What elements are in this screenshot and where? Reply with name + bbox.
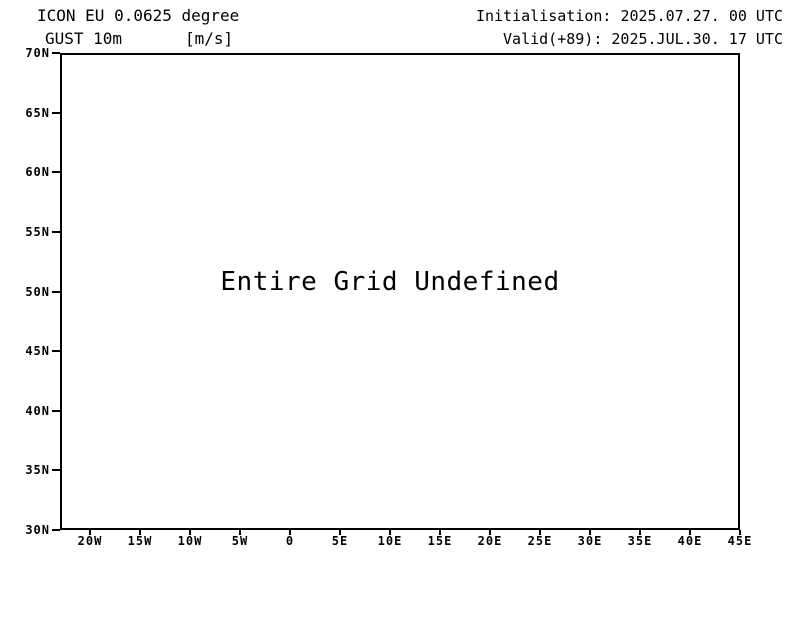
x-axis-tick-label: 40E: [677, 534, 703, 548]
x-axis-tick-label: 20W: [77, 534, 103, 548]
x-axis-tick: [389, 530, 391, 535]
y-axis-tick-label: 40N: [25, 403, 50, 418]
x-axis-tick: [589, 530, 591, 535]
map-plot-area: [60, 53, 740, 530]
x-axis-tick-label: 0: [285, 534, 295, 548]
x-axis-tick: [89, 530, 91, 535]
x-axis-tick: [539, 530, 541, 535]
grid-undefined-message: Entire Grid Undefined: [220, 267, 560, 297]
x-axis-tick-label: 25E: [527, 534, 553, 548]
y-axis-tick: [52, 469, 60, 472]
x-axis-tick: [689, 530, 691, 535]
x-axis-tick: [139, 530, 141, 535]
initialisation-time: Initialisation: 2025.07.27. 00 UTC: [475, 7, 783, 25]
x-axis-tick-label: 15E: [427, 534, 453, 548]
y-axis-tick: [52, 171, 60, 174]
variable-title: GUST 10m: [45, 29, 123, 48]
y-axis-tick-label: 35N: [25, 463, 50, 478]
x-axis-tick: [189, 530, 191, 535]
y-axis-tick-label: 45N: [25, 344, 50, 359]
x-axis-tick: [739, 530, 741, 535]
y-axis-tick: [52, 230, 60, 233]
model-title: ICON EU 0.0625 degree: [37, 6, 240, 25]
y-axis-tick-label: 65N: [25, 105, 50, 120]
y-axis-tick-label: 30N: [25, 523, 50, 537]
y-axis-tick-label: 70N: [25, 46, 50, 60]
y-axis-tick-label: 50N: [25, 284, 50, 299]
y-axis-tick-label: 55N: [25, 224, 50, 239]
valid-time: Valid(+89): 2025.JUL.30. 17 UTC: [503, 30, 783, 48]
x-axis-tick: [489, 530, 491, 535]
x-axis-tick: [339, 530, 341, 535]
y-axis-tick: [52, 350, 60, 353]
x-axis-tick-label: 10E: [377, 534, 403, 548]
x-axis-tick: [639, 530, 641, 535]
x-axis-tick-label: 10W: [177, 534, 203, 548]
y-axis-tick: [52, 529, 60, 531]
x-axis-tick: [439, 530, 441, 535]
y-axis-tick: [52, 52, 60, 54]
x-axis-tick-label: 5W: [231, 534, 249, 548]
x-axis-tick-label: 35E: [627, 534, 653, 548]
y-axis-tick-label: 60N: [25, 165, 50, 180]
x-axis-tick-label: 15W: [127, 534, 153, 548]
x-axis-tick: [239, 530, 241, 535]
units-label: [m/s]: [185, 29, 234, 48]
x-axis-tick-label: 5E: [331, 534, 349, 548]
x-axis-tick-label: 20E: [477, 534, 503, 548]
y-axis-tick: [52, 290, 60, 293]
x-axis-tick: [289, 530, 291, 535]
x-axis-tick-label: 30E: [577, 534, 603, 548]
y-axis-tick: [52, 111, 60, 114]
y-axis-tick: [52, 409, 60, 412]
x-axis-tick-label: 45E: [727, 534, 753, 548]
